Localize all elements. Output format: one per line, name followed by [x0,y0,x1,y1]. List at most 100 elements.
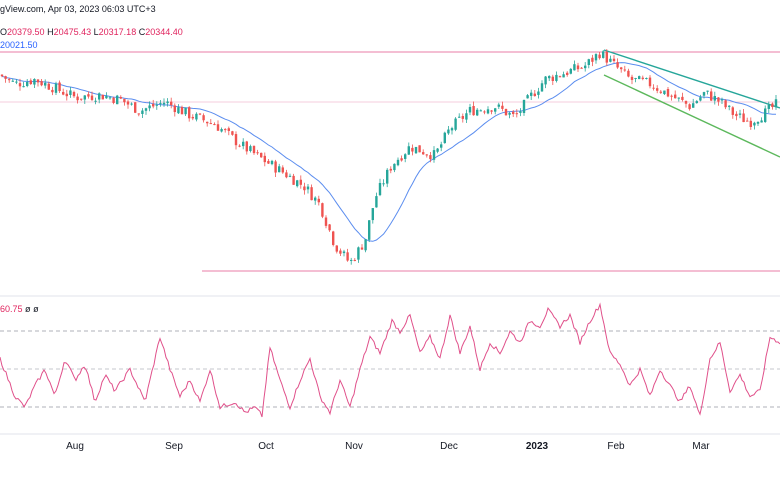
candle-body-192 [692,103,695,108]
candle-body-80 [288,175,292,177]
candle-body-153 [551,76,554,81]
ohlc-readout: O20379.50 H20475.43 L20317.18 C20344.40 [0,27,183,37]
candle-body-181 [652,87,655,89]
candle-body-70 [252,145,256,154]
x-tick-aug: Aug [66,441,84,452]
rsi-line [0,302,780,418]
candle-body-170 [612,58,616,62]
candle-body-48 [173,105,176,113]
candle-body-65 [234,134,238,146]
candle-body-98 [353,259,356,261]
candle-body-121 [436,148,439,152]
candle-body-134 [483,111,486,113]
candle-body-213 [767,104,770,109]
candle-body-17 [62,91,65,95]
candle-body-168 [605,51,608,63]
candle-body-127 [458,116,461,118]
candle-body-171 [616,62,619,68]
candle-body-148 [533,93,536,97]
candle-body-167 [602,51,605,58]
candle-body-10 [36,79,40,83]
candle-body-16 [58,82,61,92]
high-value: 20475.43 [53,27,92,37]
candle-body-194 [699,97,702,101]
candle-body-195 [702,92,706,96]
candle-body-177 [638,76,641,80]
candle-body-117 [422,152,425,155]
candle-body-82 [296,180,299,187]
candle-body-146 [526,95,529,99]
candle-body-57 [206,121,209,124]
candle-body-131 [472,105,475,116]
candle-body-30 [108,97,112,99]
candle-body-61 [220,129,223,132]
candle-body-67 [242,141,245,147]
candle-body-60 [216,124,220,131]
candle-body-209 [753,122,756,126]
candle-body-37 [134,102,137,113]
candle-body-190 [684,100,688,104]
candle-body-53 [191,116,194,119]
candle-body-193 [695,101,698,104]
candle-body-144 [519,111,522,113]
candle-body-41 [148,105,151,109]
candle-body-0 [0,74,4,77]
candle-body-4 [15,81,18,83]
candle-body-115 [414,146,418,154]
candle-body-22 [80,98,83,100]
candle-body-13 [47,83,50,90]
candle-body-197 [710,91,713,101]
candle-body-172 [620,67,623,70]
candle-body-59 [213,124,216,126]
candle-body-166 [598,54,601,59]
candle-body-136 [490,110,493,112]
candle-body-145 [522,99,526,114]
candle-body-96 [346,252,349,261]
candle-body-85 [306,186,310,190]
candle-body-31 [112,97,115,103]
rsi-extra-1: ø [25,304,31,314]
candle-body-44 [159,102,162,104]
candle-body-164 [591,57,594,62]
candle-body-45 [162,102,166,105]
candle-body-12 [44,82,47,86]
candle-body-36 [130,103,133,105]
candle-body-138 [497,104,500,107]
candle-body-26 [94,100,97,102]
candle-body-95 [342,251,346,254]
candle-body-129 [465,113,468,120]
ma-readout: 20021.50 [0,40,38,50]
candle-body-86 [310,187,313,201]
candle-body-38 [137,113,140,115]
candle-body-120 [432,150,436,160]
candle-body-73 [263,155,266,163]
candle-body-99 [357,247,360,260]
candle-body-201 [724,100,727,108]
x-tick-oct: Oct [258,441,274,452]
candle-body-105 [378,182,382,196]
candle-body-2 [8,79,11,81]
candle-body-133 [479,110,482,112]
candle-body-210 [756,121,760,124]
candle-body-66 [238,145,241,147]
ma-value: 20021.50 [0,40,38,50]
candle-body-158 [569,68,572,74]
candle-body-188 [677,97,680,99]
candle-body-182 [656,88,659,91]
candle-body-159 [573,64,576,71]
candle-body-18 [65,93,68,97]
candle-body-207 [746,120,749,122]
candle-body-185 [666,89,670,97]
candle-body-132 [476,109,479,116]
candle-body-33 [119,97,122,99]
candle-body-174 [627,70,630,77]
candle-body-43 [155,104,158,106]
candle-body-63 [227,128,230,131]
candle-body-215 [774,99,778,108]
candle-body-160 [576,65,580,70]
candle-body-83 [299,179,302,185]
candle-body-156 [562,74,565,78]
x-tick-2023: 2023 [525,441,549,452]
candle-body-21 [76,96,79,101]
